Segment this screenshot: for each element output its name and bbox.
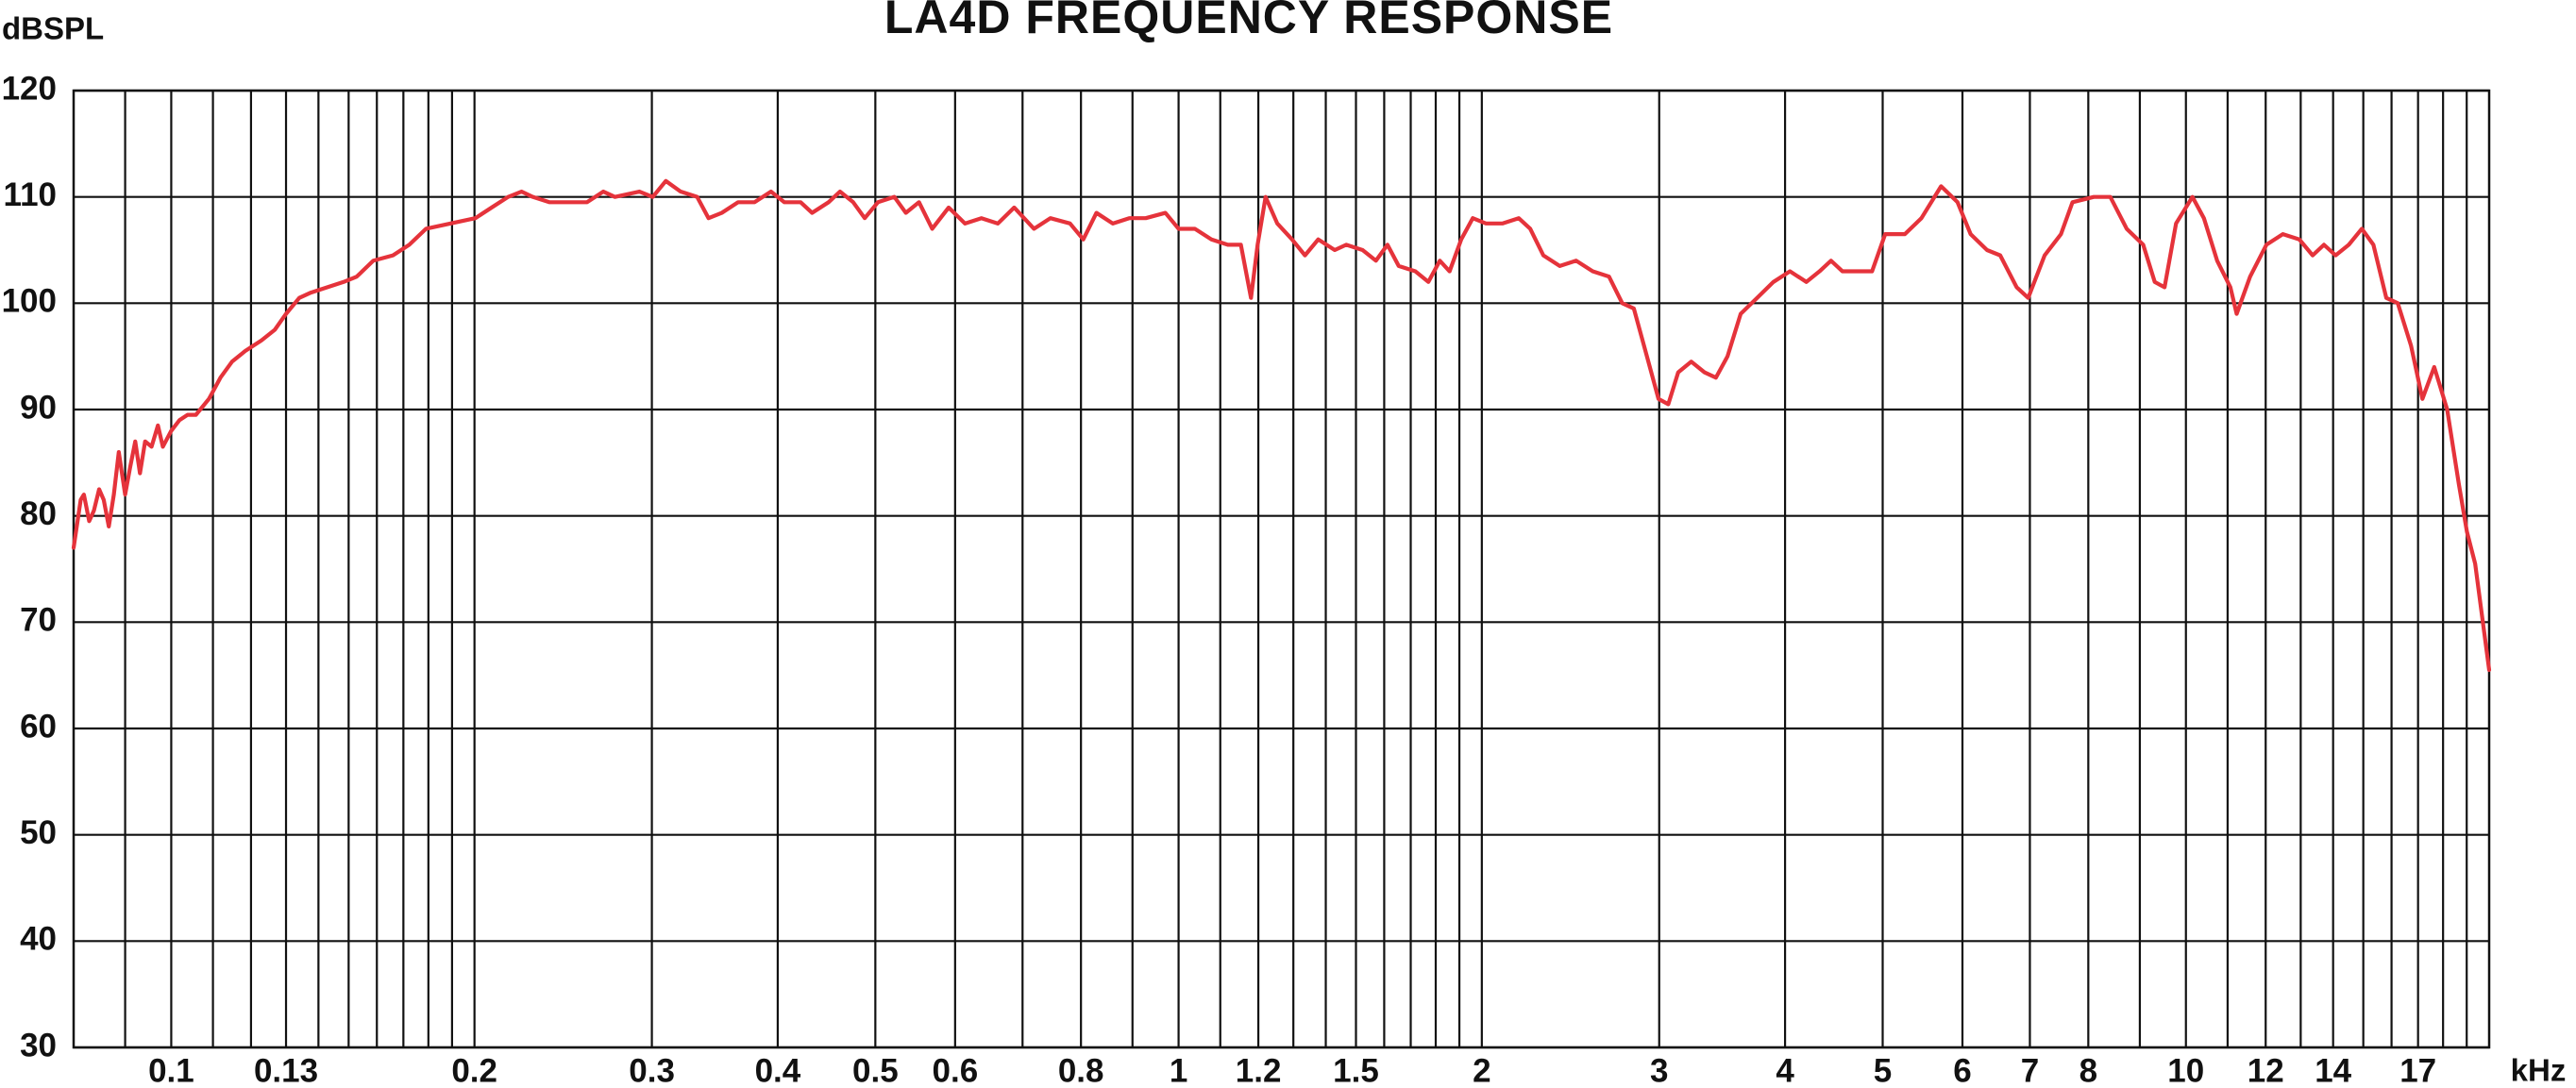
- chart-title: LA4D FREQUENCY RESPONSE: [884, 0, 1613, 43]
- x-tick-label: 0.4: [755, 1052, 801, 1088]
- response-line: [71, 178, 2492, 673]
- x-tick-label: 2: [1473, 1052, 1490, 1088]
- y-tick-label: 60: [20, 708, 57, 745]
- x-tick-label: 0.3: [629, 1052, 675, 1088]
- x-tick-label: 7: [2021, 1052, 2039, 1088]
- x-tick-label: 1.5: [1333, 1052, 1379, 1088]
- y-tick-label: 90: [20, 389, 57, 426]
- x-tick-label: 0.5: [852, 1052, 899, 1088]
- x-tick-label: 1: [1170, 1052, 1187, 1088]
- x-tick-label: 0.13: [254, 1052, 318, 1088]
- y-tick-label: 30: [20, 1027, 57, 1063]
- x-axis-label: kHz: [2511, 1053, 2567, 1088]
- x-tick-label: 4: [1776, 1052, 1794, 1088]
- plot-frame: [72, 89, 2491, 1049]
- y-tick-label: 70: [20, 602, 57, 639]
- x-tick-label: 0.2: [451, 1052, 497, 1088]
- x-tick-label: 3: [1650, 1052, 1668, 1088]
- y-tick-label: 80: [20, 495, 57, 532]
- x-tick-label: 1.2: [1236, 1052, 1282, 1088]
- y-tick-label: 100: [2, 283, 57, 320]
- x-tick-label: 0.6: [933, 1052, 979, 1088]
- x-tick-label: 17: [2399, 1052, 2436, 1088]
- x-tick-label: 8: [2079, 1052, 2097, 1088]
- y-axis-label: dBSPL: [2, 11, 104, 46]
- x-tick-label: 5: [1874, 1052, 1892, 1088]
- y-tick-label: 120: [2, 70, 57, 107]
- x-tick-label: 6: [1953, 1052, 1971, 1088]
- y-tick-label: 40: [20, 921, 57, 958]
- y-tick-label: 50: [20, 814, 57, 851]
- x-tick-label: 0.8: [1058, 1052, 1104, 1088]
- x-tick-label: 0.1: [148, 1052, 194, 1088]
- y-tick-label: 110: [4, 176, 57, 213]
- x-tick-label: 14: [2315, 1052, 2351, 1088]
- x-tick-label: 12: [2248, 1052, 2284, 1088]
- x-tick-label: 10: [2167, 1052, 2204, 1088]
